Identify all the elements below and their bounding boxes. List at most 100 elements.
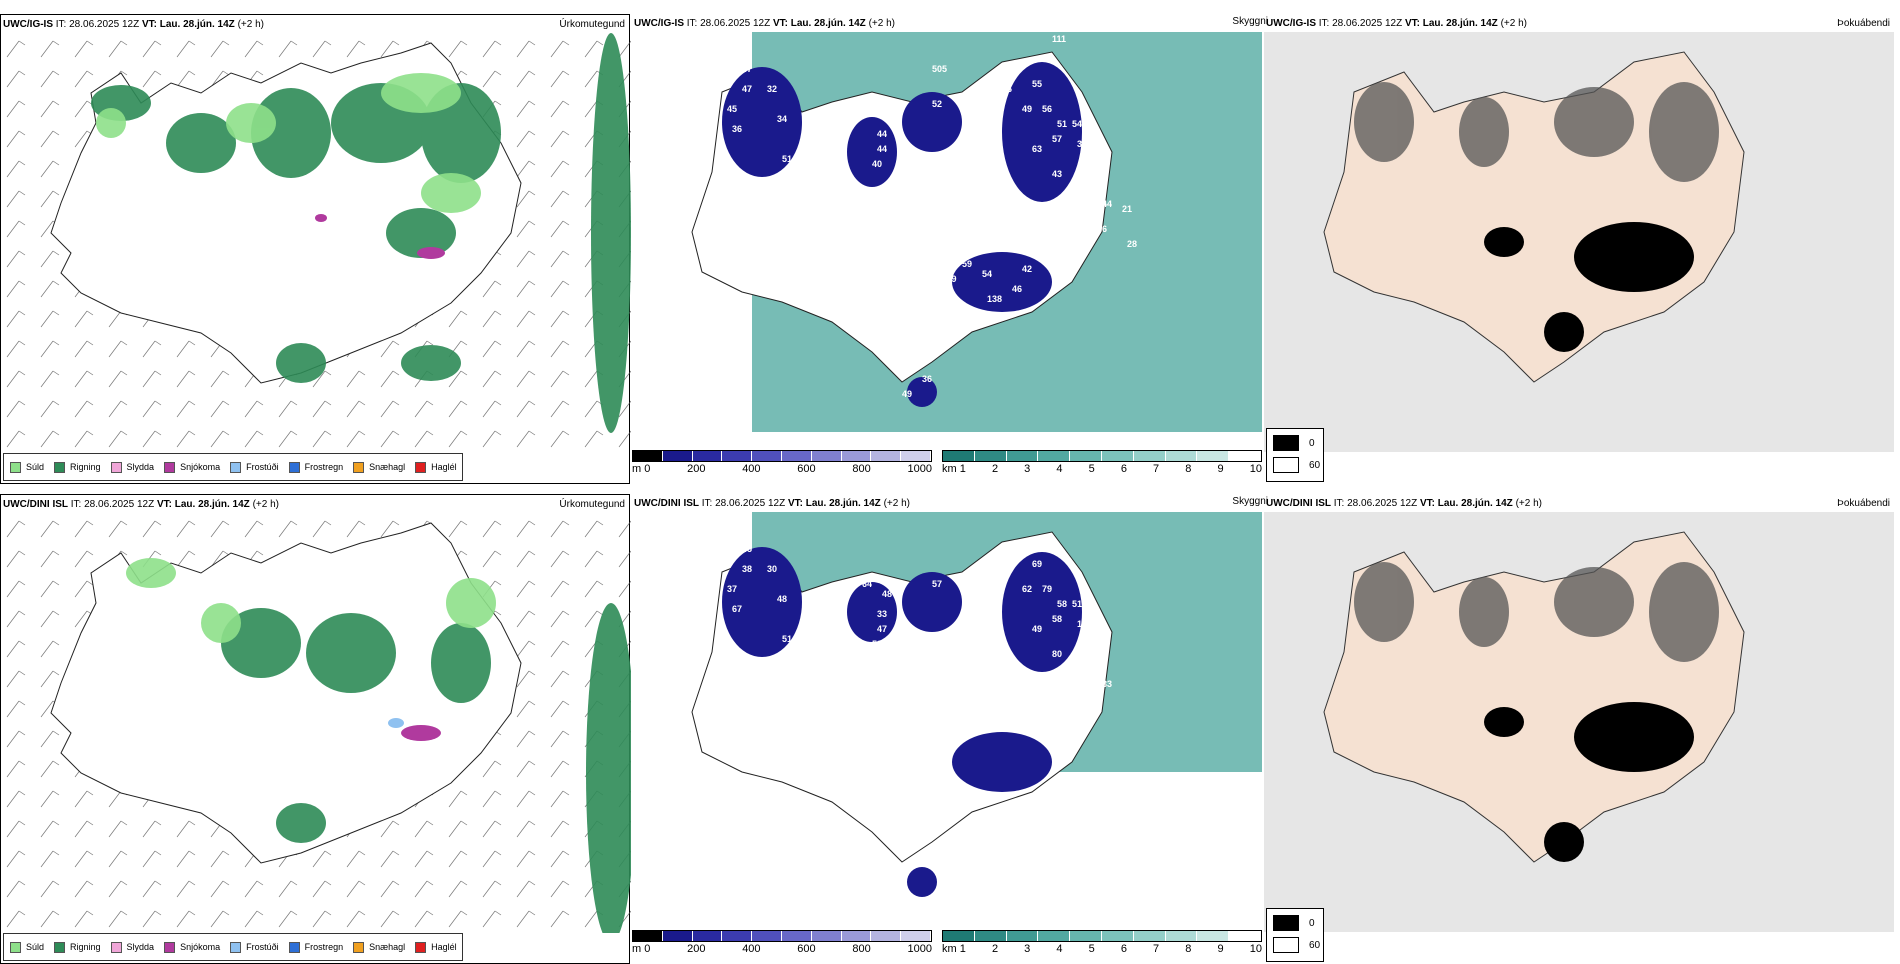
legend-item: Snjókoma <box>164 461 220 473</box>
cloud-base-value: 54 <box>982 269 992 279</box>
cloud-base-value: 36 <box>922 374 932 384</box>
scale-swatch <box>692 931 723 941</box>
cloud-base-value: 36 <box>1087 169 1097 179</box>
panel-title: Skyggni <box>1232 16 1268 27</box>
cloud-base-value: 63 <box>1032 144 1042 154</box>
cloud-base-value: 111 <box>1052 34 1066 44</box>
cloud-base-value: 47 <box>877 624 887 634</box>
legend-item: Súld <box>10 941 44 953</box>
panel-header: UWC/DINI ISL IT: 28.06.2025 12Z VT: Lau.… <box>3 499 279 510</box>
cloud-base-value: 42 <box>792 654 802 664</box>
scale-swatch <box>1229 931 1261 941</box>
cloud-base-value: 37 <box>802 189 812 199</box>
scale-swatch <box>662 931 693 941</box>
cloud-base-value: 80 <box>1052 649 1062 659</box>
cloud-base-value: 49 <box>1022 104 1032 114</box>
cloud-base-value: 42 <box>1022 264 1032 274</box>
cloud-base-value: 57 <box>932 579 942 589</box>
panel-title: Úrkomutegund <box>559 19 625 30</box>
scale-swatch <box>752 931 782 941</box>
cloud-base-value: 47 <box>742 84 752 94</box>
cloud-base-value: 39 <box>882 109 892 119</box>
fog-map <box>1264 32 1894 452</box>
legend-item: Rigning <box>54 941 101 953</box>
cloud-base-value: 59 <box>802 669 812 679</box>
scale-swatch <box>871 931 902 941</box>
cloud-base-value: 55 <box>922 169 932 179</box>
legend-item: Snæhagl <box>353 461 405 473</box>
cloud-base-value: 106 <box>1082 209 1097 219</box>
cloud-base-value: 138 <box>987 294 1002 304</box>
cloud-base-value: 71 <box>922 649 932 659</box>
legend-item: Slydda <box>110 941 154 953</box>
cloud-base-value: 43 <box>1052 169 1062 179</box>
scale-swatch <box>722 931 753 941</box>
cloud-base-value: 51 <box>1057 119 1067 129</box>
scale-swatch <box>1101 931 1134 941</box>
cloud-base-value: 74 <box>977 234 987 244</box>
cloud-base-value: 55 <box>1032 79 1042 89</box>
cloud-base-value: 44 <box>877 129 887 139</box>
scale-swatch <box>722 451 753 461</box>
cloud-base-value: 44 <box>877 144 887 154</box>
cloud-base-value: 46 <box>1012 284 1022 294</box>
scale-swatch <box>901 451 931 461</box>
scale-swatch <box>633 451 663 461</box>
cloud-base-value: 56 <box>1042 104 1052 114</box>
cloud-base-value: 38 <box>742 564 752 574</box>
cloud-base-value: 97 <box>1087 649 1097 659</box>
scale-swatch <box>1229 451 1261 461</box>
cloud-base-value: 45 <box>742 544 752 554</box>
panel-header: UWC/DINI ISL IT: 28.06.2025 12Z VT: Lau.… <box>634 498 910 509</box>
legend-item: Frostúði <box>230 461 279 473</box>
cloud-base-value: 69 <box>952 169 962 179</box>
cloud-base-value: 62 <box>1022 584 1032 594</box>
cloud-base-value: 33 <box>877 609 887 619</box>
cloud-base-value: 48 <box>882 589 892 599</box>
legend-item: Rigning <box>54 461 101 473</box>
panel-title: Þokuábendi <box>1837 498 1890 509</box>
scale-swatch <box>1165 931 1198 941</box>
visibility-scale: km 1 2 3 4 5 6 7 8 9 10 <box>942 450 1262 475</box>
panel-title: Úrkomutegund <box>559 499 625 510</box>
cloud-base-value: 37 <box>727 584 737 594</box>
cloud-base-value: 56 <box>1002 84 1012 94</box>
cloud-base-value: 68 <box>902 624 912 634</box>
cloud-base-value: 47 <box>742 64 752 74</box>
cloud-base-value: 51 <box>782 634 792 644</box>
cloud-base-value: 57 <box>862 259 872 269</box>
scale-swatch <box>811 931 842 941</box>
cloud-base-value: 63 <box>797 234 807 244</box>
cloud-base-value: 37 <box>807 204 817 214</box>
cloud-base-value: 49 <box>1032 624 1042 634</box>
precip-legend: Súld Rigning Slydda Snjókoma Frostúði Fr… <box>3 933 463 961</box>
scale-swatch <box>1038 931 1071 941</box>
cloud-base-value: 47 <box>1082 689 1092 699</box>
fog-map <box>1264 512 1894 932</box>
cloud-base-value: 112 <box>977 714 992 724</box>
legend-item: Súld <box>10 461 44 473</box>
cloud-base-value: 47 <box>1092 664 1102 674</box>
scale-swatch <box>901 931 931 941</box>
cloud-base-value: 67 <box>732 604 742 614</box>
precip-panel-bottom: UWC/DINI ISL IT: 28.06.2025 12Z VT: Lau.… <box>0 494 631 964</box>
cloud-base-scale: m 0 200 400 600 800 1000 <box>632 450 932 475</box>
cloud-base-value: 34 <box>777 114 787 124</box>
cloud-base-value: 36 <box>1097 224 1107 234</box>
cloud-base-value: 32 <box>767 84 777 94</box>
scale-swatch <box>1038 451 1071 461</box>
fog-panel-top: UWC/IG-IS IT: 28.06.2025 12Z VT: Lau. 28… <box>1264 14 1894 484</box>
scale-swatch <box>1070 931 1102 941</box>
legend-item: Haglél <box>415 941 457 953</box>
panel-header: UWC/IG-IS IT: 28.06.2025 12Z VT: Lau. 28… <box>3 19 264 30</box>
scale-swatch <box>1197 931 1230 941</box>
precip-legend: Súld Rigning Slydda Snjókoma Frostúði Fr… <box>3 453 463 481</box>
cloud-base-value: 21 <box>1122 204 1132 214</box>
legend-item: Frostregn <box>288 941 343 953</box>
cloud-base-value: 81 <box>1012 59 1022 69</box>
cloud-base-value: 45 <box>797 714 807 724</box>
panel-header: UWC/IG-IS IT: 28.06.2025 12Z VT: Lau. 28… <box>1266 18 1527 29</box>
scale-swatch <box>974 451 1007 461</box>
